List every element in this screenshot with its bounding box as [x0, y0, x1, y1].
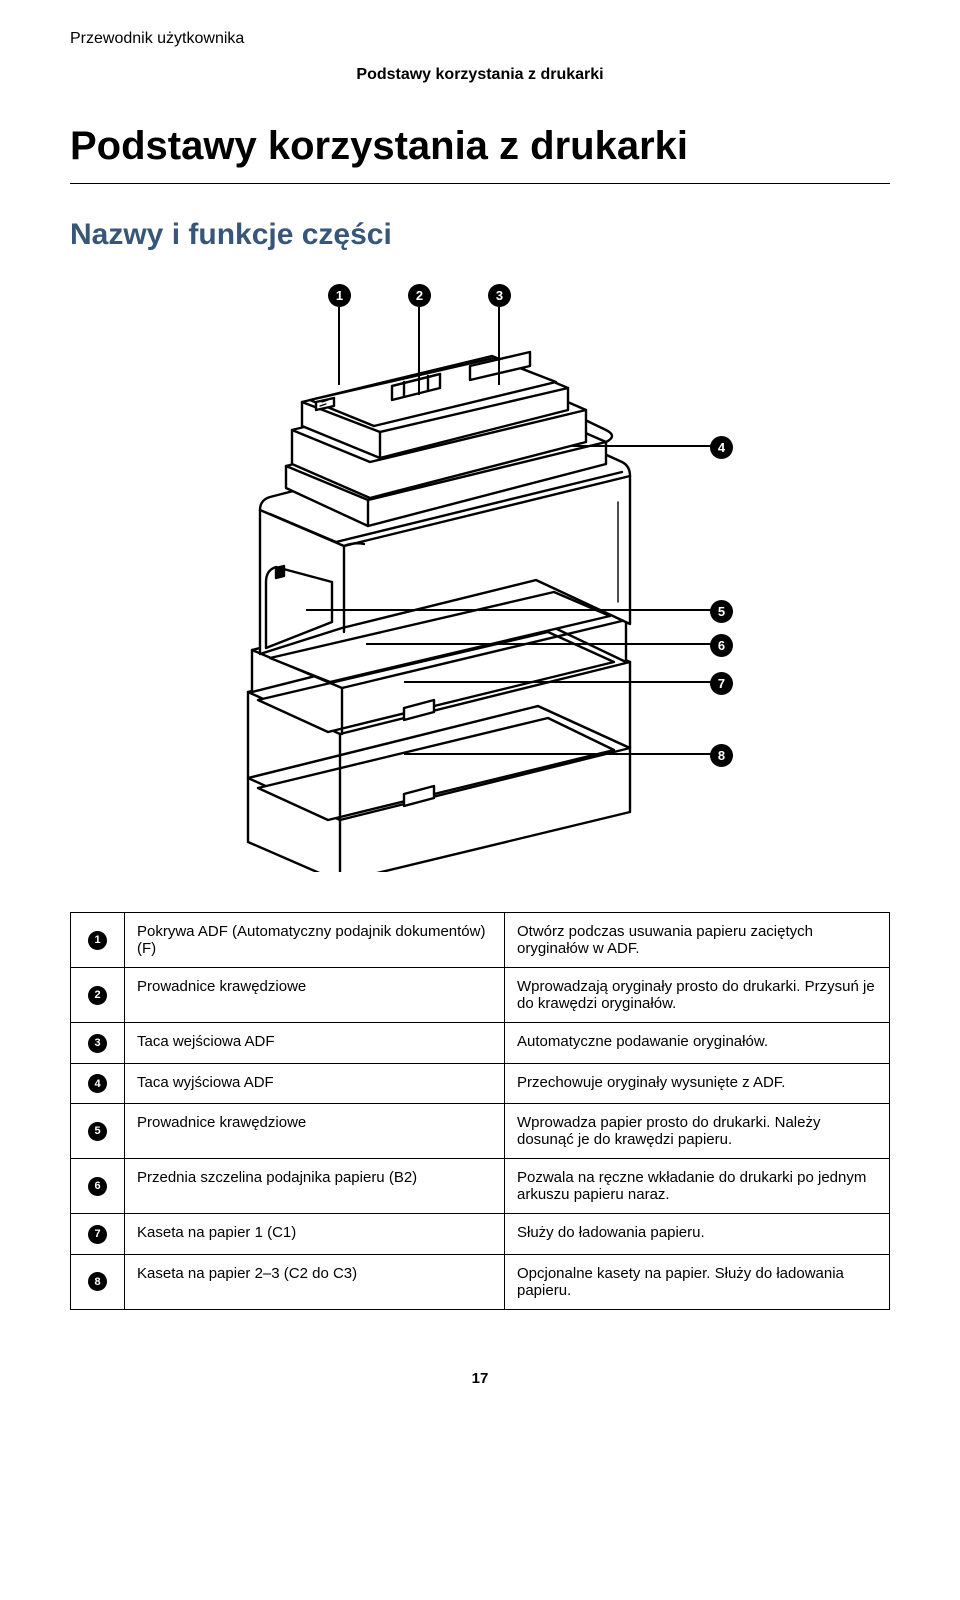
- row-number-badge: 2: [88, 986, 107, 1005]
- part-name: Taca wyjściowa ADF: [125, 1063, 505, 1104]
- table-row: 5 Prowadnice krawędzioweWprowadza papier …: [71, 1104, 890, 1159]
- page-number: 17: [70, 1370, 890, 1387]
- row-number-cell: 5: [71, 1104, 125, 1159]
- printer-diagram: 1 2 3 4 5 6 7 8: [70, 282, 890, 872]
- part-desc: Opcjonalne kasety na papier. Służy do ła…: [505, 1254, 890, 1309]
- row-number-badge: 3: [88, 1034, 107, 1053]
- part-desc: Automatyczne podawanie oryginałów.: [505, 1023, 890, 1064]
- part-name: Prowadnice krawędziowe: [125, 1104, 505, 1159]
- row-number-cell: 2: [71, 968, 125, 1023]
- callout-line: [366, 643, 712, 645]
- title-rule: [70, 183, 890, 184]
- table-row: 6 Przednia szczelina podajnika papieru (B…: [71, 1159, 890, 1214]
- section-title: Nazwy i funkcje części: [70, 218, 890, 252]
- callout-line: [338, 307, 340, 385]
- row-number-cell: 6: [71, 1159, 125, 1214]
- part-name: Kaseta na papier 1 (C1): [125, 1214, 505, 1255]
- callout-line: [498, 307, 500, 385]
- part-desc: Służy do ładowania papieru.: [505, 1214, 890, 1255]
- callout-badge: 2: [408, 284, 431, 307]
- row-number-badge: 8: [88, 1272, 107, 1291]
- row-number-badge: 7: [88, 1225, 107, 1244]
- row-number-cell: 8: [71, 1254, 125, 1309]
- part-desc: Wprowadzają oryginały prosto do drukarki…: [505, 968, 890, 1023]
- table-row: 8 Kaseta na papier 2–3 (C2 do C3)Opcjonal…: [71, 1254, 890, 1309]
- callout-badge: 1: [328, 284, 351, 307]
- part-name: Kaseta na papier 2–3 (C2 do C3): [125, 1254, 505, 1309]
- section-header: Podstawy korzystania z drukarki: [70, 66, 890, 84]
- row-number-badge: 1: [88, 931, 107, 950]
- row-number-cell: 3: [71, 1023, 125, 1064]
- callout-badge: 6: [710, 634, 733, 657]
- callout-badge: 5: [710, 600, 733, 623]
- part-name: Przednia szczelina podajnika papieru (B2…: [125, 1159, 505, 1214]
- doc-title: Przewodnik użytkownika: [70, 30, 890, 48]
- table-row: 7 Kaseta na papier 1 (C1)Służy do ładowan…: [71, 1214, 890, 1255]
- row-number-cell: 1: [71, 913, 125, 968]
- part-name: Taca wejściowa ADF: [125, 1023, 505, 1064]
- table-row: 4 Taca wyjściowa ADFPrzechowuje oryginały…: [71, 1063, 890, 1104]
- part-desc: Wprowadza papier prosto do drukarki. Nal…: [505, 1104, 890, 1159]
- row-number-badge: 5: [88, 1122, 107, 1141]
- printer-svg: [70, 282, 890, 872]
- table-row: 3 Taca wejściowa ADFAutomatyczne podawani…: [71, 1023, 890, 1064]
- callout-line: [404, 753, 712, 755]
- callout-line: [306, 609, 712, 611]
- part-desc: Przechowuje oryginały wysunięte z ADF.: [505, 1063, 890, 1104]
- part-desc: Otwórz podczas usuwania papieru zaciętyc…: [505, 913, 890, 968]
- callout-line: [572, 445, 712, 447]
- row-number-cell: 4: [71, 1063, 125, 1104]
- row-number-cell: 7: [71, 1214, 125, 1255]
- row-number-badge: 6: [88, 1177, 107, 1196]
- callout-line: [404, 681, 712, 683]
- callout-badge: 8: [710, 744, 733, 767]
- parts-table: 1 Pokrywa ADF (Automatyczny podajnik doku…: [70, 912, 890, 1310]
- table-row: 1 Pokrywa ADF (Automatyczny podajnik doku…: [71, 913, 890, 968]
- part-desc: Pozwala na ręczne wkładanie do drukarki …: [505, 1159, 890, 1214]
- page-title: Podstawy korzystania z drukarki: [70, 124, 890, 169]
- part-name: Pokrywa ADF (Automatyczny podajnik dokum…: [125, 913, 505, 968]
- table-row: 2 Prowadnice krawędzioweWprowadzają orygi…: [71, 968, 890, 1023]
- callout-badge: 7: [710, 672, 733, 695]
- parts-table-body: 1 Pokrywa ADF (Automatyczny podajnik doku…: [71, 913, 890, 1310]
- callout-badge: 3: [488, 284, 511, 307]
- callout-badge: 4: [710, 436, 733, 459]
- callout-line: [418, 307, 420, 395]
- part-name: Prowadnice krawędziowe: [125, 968, 505, 1023]
- row-number-badge: 4: [88, 1074, 107, 1093]
